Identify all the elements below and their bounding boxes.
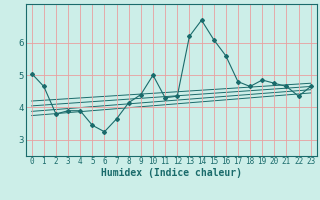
X-axis label: Humidex (Indice chaleur): Humidex (Indice chaleur) [101,168,242,178]
